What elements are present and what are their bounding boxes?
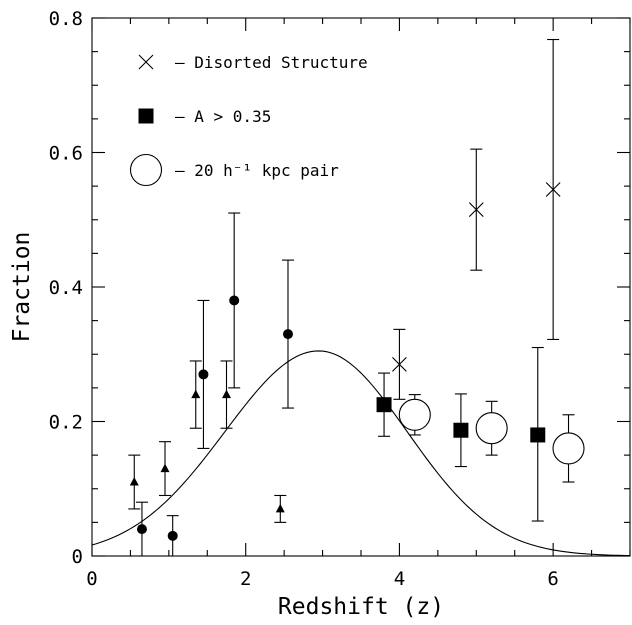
y-tick-label: 0 (72, 546, 83, 568)
triangle-marker (129, 477, 139, 486)
x-tick-label: 0 (86, 568, 97, 590)
legend-label: – Disorted Structure (175, 53, 368, 72)
triangle-marker (222, 389, 231, 399)
filled-circle-marker (229, 295, 240, 306)
cross-marker (545, 182, 561, 197)
square-marker (453, 422, 469, 438)
filled-circle-marker (198, 369, 209, 380)
triangle-marker (191, 389, 201, 399)
triangle-marker (275, 503, 285, 513)
model-curve-layer (91, 350, 631, 557)
x-axis-title: Redshift (z) (278, 594, 444, 620)
model-curve (91, 350, 631, 557)
cross-marker (138, 54, 154, 70)
y-tick-label: 0.8 (49, 8, 83, 30)
y-tick-label: 0.6 (49, 143, 83, 165)
y-tick-label: 0.4 (49, 277, 83, 299)
open-circle-marker (475, 412, 508, 445)
cross-marker (468, 202, 484, 218)
open-circle-marker (129, 153, 163, 187)
x-tick-label: 6 (547, 568, 558, 590)
x-tick-label: 2 (240, 568, 251, 590)
square-marker (376, 397, 392, 413)
triangle-marker (160, 463, 170, 473)
plot-frame (91, 17, 631, 557)
cross-marker (392, 356, 407, 372)
tick-labels: 0 2 4 6 0 0.2 0.4 0.6 0.8 (49, 8, 559, 590)
square-marker (138, 108, 154, 124)
legend-label: – A > 0.35 (175, 107, 271, 126)
y-axis-title: Fraction (9, 232, 35, 343)
legend-label: – 20 h⁻¹ kpc pair (175, 161, 339, 180)
data-points-layer (128, 38, 585, 556)
axis-ticks (91, 17, 631, 557)
filled-circle-marker (282, 329, 293, 340)
plot-frame-group (91, 17, 631, 557)
square-marker (530, 427, 546, 443)
y-tick-label: 0.2 (49, 412, 83, 434)
x-tick-label: 4 (394, 568, 405, 590)
legend: – Disorted Structure – A > 0.35 – 20 h⁻¹ k… (129, 53, 368, 187)
open-circle-marker (552, 432, 585, 465)
filled-circle-marker (167, 530, 178, 541)
open-circle-marker (398, 398, 431, 431)
filled-circle-marker (136, 524, 147, 535)
